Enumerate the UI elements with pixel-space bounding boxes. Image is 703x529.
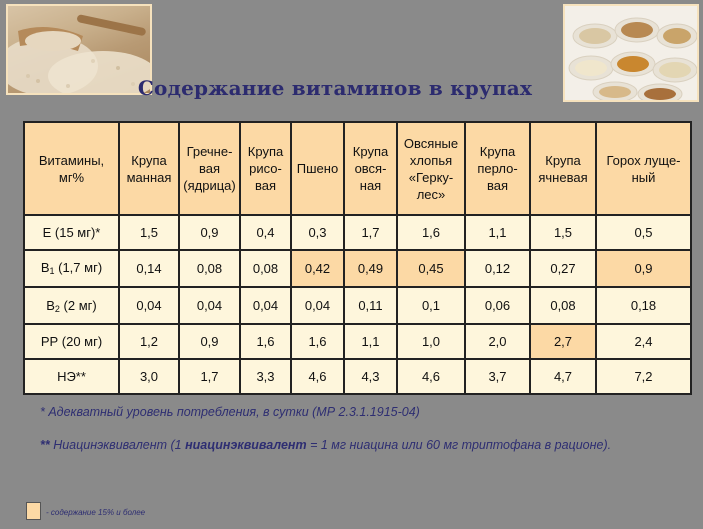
table-cell: 0,06 [464, 285, 531, 326]
table-cell: 1,7 [178, 358, 241, 395]
table-cell: 1,1 [464, 214, 531, 251]
table-cell: 0,9 [595, 248, 692, 289]
header-vitamins: Витамины, мг% [23, 121, 120, 216]
table-cell: 4,7 [529, 358, 597, 395]
header-semolina: Крупа манная [118, 121, 180, 216]
table-cell: 1,2 [118, 323, 180, 360]
table-cell: 4,6 [396, 358, 466, 395]
footnote-text-pre: Ниацинэквивалент (1 [49, 438, 186, 452]
table-cell: 0,18 [595, 285, 692, 326]
vitamin-table: Витамины, мг% Крупа манная Гречне- вая (… [23, 121, 692, 395]
label-subscript: 1 [49, 266, 55, 277]
legend-swatch [26, 502, 41, 520]
table-cell: 0,42 [290, 248, 345, 289]
header-rice: Крупа рисо- вая [239, 121, 292, 216]
table-cell: 3,0 [118, 358, 180, 395]
footnote-stars: ** [40, 438, 50, 452]
label-rest: (2 мг) [59, 297, 97, 313]
header-oat-flakes: Овсяные хлопья «Герку- лес» [396, 121, 466, 216]
table-row: В2 (2 мг) 0,04 0,04 0,04 0,04 0,11 0,1 0… [23, 285, 692, 326]
table-row: Е (15 мг)* 1,5 0,9 0,4 0,3 1,7 1,6 1,1 1… [23, 214, 692, 251]
header-pearl-barley: Крупа перло- вая [464, 121, 531, 216]
table-cell: 0,1 [396, 285, 466, 326]
legend-text: - содержание 15% и более [46, 508, 146, 517]
table-cell: 0,49 [343, 248, 398, 289]
table-cell: 3,7 [464, 358, 531, 395]
table-cell: 1,5 [529, 214, 597, 251]
header-millet: Пшено [290, 121, 345, 216]
footnote-niacin-equivalent: ** Ниацинэквивалент (1 ниацинэквивалент … [40, 438, 611, 452]
table-cell: 0,4 [239, 214, 292, 251]
header-split-peas: Горох луще- ный [595, 121, 692, 216]
page-title: Содержание витаминов в крупах [137, 76, 533, 100]
table-cell: 0,14 [118, 248, 180, 289]
row-label: НЭ** [23, 358, 120, 395]
grain-photo-left [6, 4, 152, 95]
table-cell: 1,5 [118, 214, 180, 251]
table-cell: 0,45 [396, 248, 466, 289]
table-cell: 4,3 [343, 358, 398, 395]
table-cell: 4,6 [290, 358, 345, 395]
table-cell: 0,11 [343, 285, 398, 326]
table-cell: 0,04 [178, 285, 241, 326]
grain-sacks-illustration [565, 6, 697, 100]
table-cell: 1,6 [290, 323, 345, 360]
table-cell: 0,12 [464, 248, 531, 289]
footnote-bold-term: ниацинэквивалент [185, 438, 307, 452]
row-label: В2 (2 мг) [23, 285, 120, 326]
row-label: РР (20 мг) [23, 323, 120, 360]
table-cell: 0,27 [529, 248, 597, 289]
row-label: В1 (1,7 мг) [23, 248, 120, 289]
table-cell: 0,04 [290, 285, 345, 326]
table-cell: 0,3 [290, 214, 345, 251]
table-cell: 1,6 [396, 214, 466, 251]
label-main: В [40, 260, 50, 276]
table-cell: 0,08 [529, 285, 597, 326]
table-cell: 1,1 [343, 323, 398, 360]
table-cell: 3,3 [239, 358, 292, 395]
table-header-row: Витамины, мг% Крупа манная Гречне- вая (… [23, 121, 692, 216]
grain-sacks-photo [563, 4, 699, 102]
label-rest: (1,7 мг) [54, 260, 103, 276]
label-subscript: 2 [54, 303, 60, 314]
footnote-text-post: = 1 мг ниацина или 60 мг триптофана в ра… [306, 438, 612, 452]
table-cell: 0,08 [239, 248, 292, 289]
table-cell: 1,7 [343, 214, 398, 251]
table-cell: 2,7 [529, 323, 597, 360]
label-main: В [46, 297, 55, 313]
table-cell: 0,9 [178, 323, 241, 360]
table-cell: 1,0 [396, 323, 466, 360]
table-row: НЭ** 3,0 1,7 3,3 4,6 4,3 4,6 3,7 4,7 7,2 [23, 358, 692, 395]
header-buckwheat: Гречне- вая (ядрица) [178, 121, 241, 216]
footnote-adequate-intake: * Адекватный уровень потребления, в сутк… [40, 405, 420, 419]
table-cell: 2,0 [464, 323, 531, 360]
header-oat-groats: Крупа овся- ная [343, 121, 398, 216]
row-label: Е (15 мг)* [23, 214, 120, 251]
table-cell: 1,6 [239, 323, 292, 360]
table-row: РР (20 мг) 1,2 0,9 1,6 1,6 1,1 1,0 2,0 2… [23, 323, 692, 360]
table-cell: 0,08 [178, 248, 241, 289]
header-barley-grits: Крупа ячневая [529, 121, 597, 216]
table-cell: 0,9 [178, 214, 241, 251]
table-cell: 2,4 [595, 323, 692, 360]
table-cell: 0,04 [239, 285, 292, 326]
table-row: В1 (1,7 мг) 0,14 0,08 0,08 0,42 0,49 0,4… [23, 248, 692, 289]
table-cell: 0,5 [595, 214, 692, 251]
table-cell: 0,04 [118, 285, 180, 326]
grain-scoop-illustration [8, 14, 150, 93]
table-cell: 7,2 [595, 358, 692, 395]
